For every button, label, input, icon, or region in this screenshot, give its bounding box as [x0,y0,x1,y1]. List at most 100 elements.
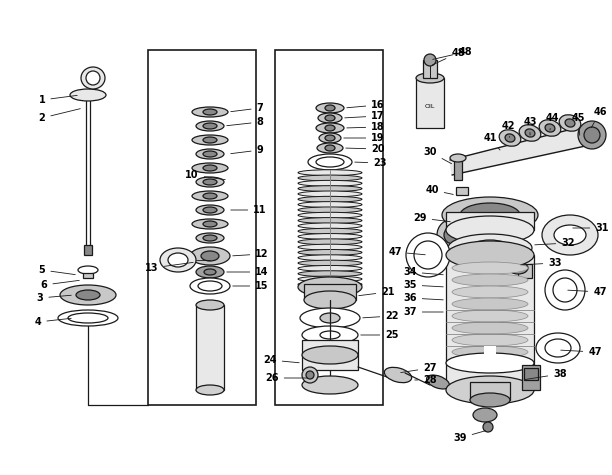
Ellipse shape [483,422,493,432]
Text: 41: 41 [483,133,500,150]
Ellipse shape [442,197,538,233]
Ellipse shape [448,234,532,262]
Ellipse shape [190,247,230,265]
Bar [470,382,510,400]
Ellipse shape [499,130,521,146]
Text: 40: 40 [425,185,453,195]
Ellipse shape [584,127,600,143]
Ellipse shape [318,113,342,123]
Bar [423,60,437,78]
Ellipse shape [196,233,224,243]
Ellipse shape [452,298,528,310]
Ellipse shape [196,177,224,187]
Text: 9: 9 [231,145,263,155]
Bar [484,346,496,358]
Ellipse shape [302,326,358,344]
Text: 17: 17 [345,111,385,121]
Ellipse shape [203,109,217,115]
Ellipse shape [203,193,217,199]
Ellipse shape [81,67,105,89]
Ellipse shape [325,105,335,111]
Ellipse shape [446,241,534,269]
Ellipse shape [452,274,528,286]
Bar [196,305,224,390]
Text: 33: 33 [521,258,562,268]
Ellipse shape [298,281,362,287]
Bar [304,284,356,300]
Text: 2: 2 [39,109,80,123]
Ellipse shape [414,241,442,269]
Ellipse shape [298,180,362,186]
Ellipse shape [196,149,224,159]
Ellipse shape [446,376,534,404]
Ellipse shape [545,124,555,132]
Text: 20: 20 [346,144,385,154]
Ellipse shape [316,157,344,167]
Text: 28: 28 [415,375,437,385]
Ellipse shape [320,313,340,323]
Text: 32: 32 [535,238,575,248]
Ellipse shape [203,123,217,129]
Ellipse shape [554,225,586,245]
Text: 24: 24 [263,355,299,365]
Ellipse shape [444,226,462,244]
Text: 31: 31 [573,223,609,233]
Ellipse shape [203,235,217,241]
Text: 18: 18 [347,122,385,132]
Text: 25: 25 [361,330,399,340]
Ellipse shape [298,212,362,218]
Text: 45: 45 [571,113,584,135]
Text: 36: 36 [403,293,443,303]
Ellipse shape [325,125,335,131]
Bar [275,50,383,405]
Ellipse shape [424,54,436,66]
Ellipse shape [76,290,100,300]
Text: 10: 10 [185,170,225,180]
Ellipse shape [70,89,106,101]
Bar [148,50,256,405]
Text: 34: 34 [403,267,443,277]
Text: 47: 47 [388,247,425,257]
Bar [416,78,444,128]
Ellipse shape [204,269,216,275]
Text: 26: 26 [265,373,307,383]
Ellipse shape [203,137,217,143]
Ellipse shape [298,223,362,229]
Ellipse shape [578,121,606,149]
Bar [456,187,468,195]
Ellipse shape [545,270,585,310]
Text: 14: 14 [227,267,269,277]
Ellipse shape [446,353,534,373]
Ellipse shape [298,249,362,256]
Bar [83,273,93,278]
Bar [518,264,532,278]
Text: 21: 21 [359,287,395,297]
Text: 42: 42 [501,121,515,137]
Ellipse shape [298,207,362,213]
Ellipse shape [196,300,224,310]
Ellipse shape [553,278,577,302]
Ellipse shape [446,216,534,244]
Ellipse shape [68,313,108,323]
Ellipse shape [298,218,362,223]
Ellipse shape [536,333,580,363]
Ellipse shape [298,170,362,176]
Ellipse shape [203,151,217,157]
Ellipse shape [300,308,360,328]
Text: 23: 23 [355,158,387,168]
Ellipse shape [325,145,335,151]
Ellipse shape [302,367,318,383]
Ellipse shape [201,251,219,261]
Ellipse shape [298,277,362,297]
Ellipse shape [437,219,469,251]
Text: 6: 6 [40,280,79,290]
Ellipse shape [198,281,222,291]
Ellipse shape [298,228,362,234]
Ellipse shape [302,346,358,364]
Ellipse shape [316,103,344,113]
Bar [454,158,462,180]
Ellipse shape [298,191,362,197]
Ellipse shape [325,115,335,121]
Ellipse shape [298,175,362,181]
Text: 48: 48 [433,47,472,59]
